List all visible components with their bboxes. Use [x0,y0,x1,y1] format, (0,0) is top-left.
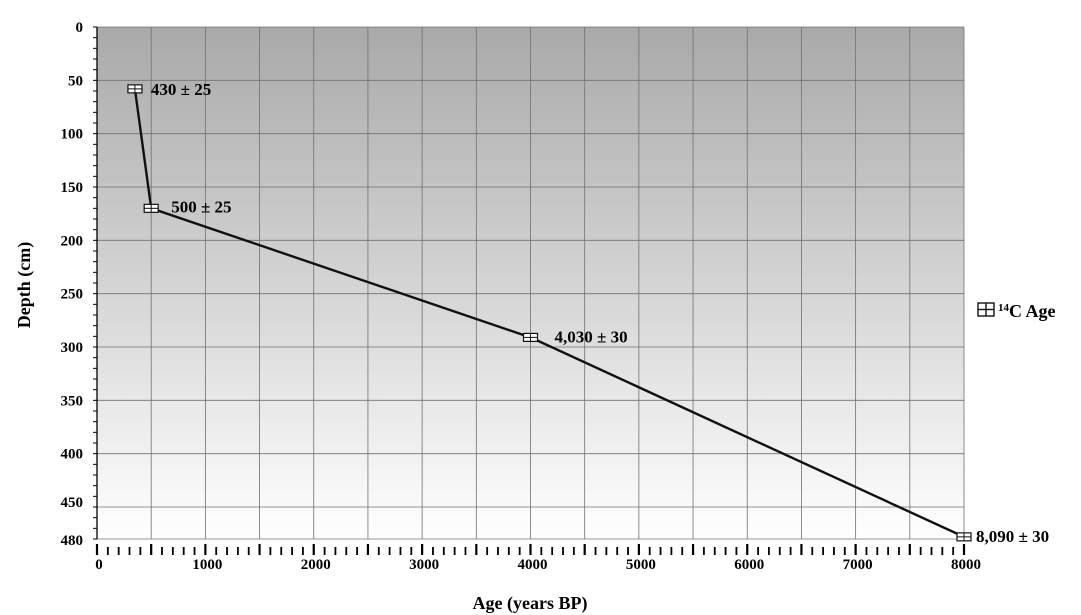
x-axis-title: Age (years BP) [473,593,588,614]
x-tick-label: 5000 [626,557,656,573]
x-tick-label: 4000 [518,557,548,573]
y-tick-label: 150 [61,180,84,196]
data-label: 500 ± 25 [171,197,231,216]
x-tick-label: 8000 [951,557,981,573]
y-tick-label: 0 [76,20,84,36]
legend-label-text: C Age [1009,301,1056,321]
legend-label: 14C Age [998,301,1056,321]
y-tick-label: 480 [61,533,84,549]
series-14c-age [127,84,972,542]
y-tick-label: 350 [61,393,84,409]
x-tick-label: 2000 [301,557,331,573]
series-line [133,88,965,538]
x-tick-labels: 0 1000 2000 3000 4000 5000 6000 7000 8000 [95,557,981,573]
data-label: 430 ± 25 [151,80,211,99]
y-tick-label: 250 [61,287,84,303]
x-tick-label: 7000 [843,557,873,573]
y-tick-labels: 0 50 100 150 200 250 300 350 400 450 480 [61,20,84,549]
x-tick-label: 0 [95,557,103,573]
data-point-marker [127,84,143,94]
y-tick-label: 100 [61,127,84,143]
y-tick-label: 50 [68,73,83,89]
grid-square-icon [977,302,995,317]
data-point-marker [522,332,539,342]
y-tick-label: 400 [61,447,84,463]
data-point-marker [956,532,972,542]
y-tick-label: 450 [61,495,84,511]
data-label: 4,030 ± 30 [555,327,628,346]
data-labels: 430 ± 25 500 ± 25 4,030 ± 30 8,090 ± 30 [151,80,1049,546]
y-tick-label: 300 [61,340,84,356]
data-point-marker [143,203,159,213]
axes [93,26,966,555]
legend-superscript: 14 [998,302,1010,314]
x-tick-label: 6000 [734,557,764,573]
y-axis-title: Depth (cm) [14,242,35,328]
legend: 14C Age [977,301,1056,321]
x-tick-label: 1000 [192,557,222,573]
x-tick-label: 3000 [409,557,439,573]
data-label: 8,090 ± 30 [976,527,1049,546]
grid-lines [97,26,965,540]
y-tick-label: 200 [61,233,84,249]
